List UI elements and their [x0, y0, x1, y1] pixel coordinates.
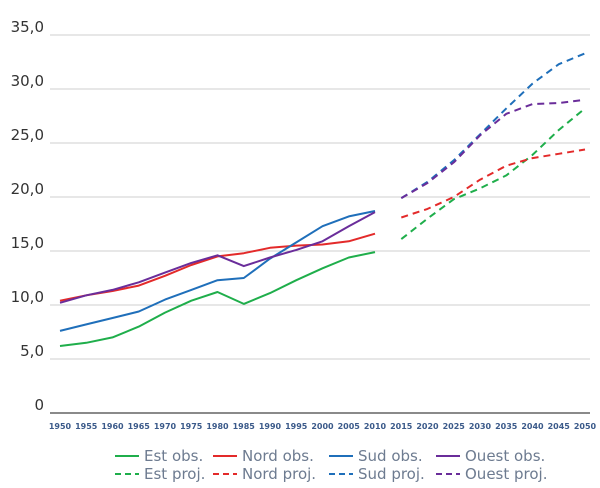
grid-lines	[50, 34, 590, 414]
legend-label: Ouest obs.	[465, 447, 545, 465]
legend-label: Sud proj.	[358, 465, 425, 483]
x-tick-label: 1975	[180, 422, 203, 431]
x-tick-label: 1960	[101, 422, 124, 431]
series-line	[59, 232, 376, 302]
legend-label: Nord obs.	[242, 447, 314, 465]
x-tick-label: 2030	[469, 422, 492, 431]
legend-label: Ouest proj.	[465, 465, 547, 483]
y-tick-label: 5,0	[20, 342, 44, 360]
x-tick-label: 2035	[495, 422, 518, 431]
x-tick-label: 1985	[233, 422, 256, 431]
y-tick-label: 10,0	[11, 288, 44, 306]
x-tick-label: 1965	[128, 422, 151, 431]
x-tick-label: 2000	[311, 422, 334, 431]
y-tick-label: 15,0	[11, 234, 44, 252]
series-line	[59, 211, 376, 304]
legend: Est obs. Nord obs. Sud obs. Ouest obs. Est p…	[115, 447, 547, 483]
x-tick-label: 2010	[364, 422, 387, 431]
legend-label: Nord proj.	[242, 465, 316, 483]
series-line	[400, 107, 586, 240]
x-tick-label: 2050	[574, 422, 597, 431]
legend-label: Est proj.	[144, 465, 205, 483]
x-tick-label: 1990	[259, 422, 282, 431]
series-line	[400, 52, 586, 199]
y-tick-label: 35,0	[11, 18, 44, 36]
x-tick-label: 2005	[338, 422, 361, 431]
x-tick-label: 2015	[390, 422, 413, 431]
series-line	[59, 251, 376, 347]
series-line	[400, 98, 586, 199]
x-tick-label: 1955	[75, 422, 98, 431]
legend-label: Est obs.	[144, 447, 203, 465]
x-tick-label: 2025	[443, 422, 466, 431]
y-axis-ticks: 0 5,0 10,0 15,0 20,0 25,0 30,0 35,0	[11, 18, 44, 414]
x-tick-label: 1980	[206, 422, 229, 431]
y-tick-label: 30,0	[11, 72, 44, 90]
y-tick-label: 25,0	[11, 126, 44, 144]
x-tick-label: 1995	[285, 422, 308, 431]
x-tick-label: 1970	[154, 422, 177, 431]
series-line	[400, 148, 586, 219]
x-tick-label: 2045	[548, 422, 571, 431]
legend-label: Sud obs.	[358, 447, 423, 465]
x-tick-label: 2020	[416, 422, 439, 431]
x-tick-label: 1950	[49, 422, 72, 431]
y-tick-label: 0	[34, 396, 44, 414]
y-tick-label: 20,0	[11, 180, 44, 198]
x-axis-ticks: 1950 1955 1960 1965 1970 1975 1980 1985 1990 1995…	[49, 422, 597, 431]
series-lines	[59, 52, 586, 347]
series-line	[59, 210, 376, 332]
x-tick-label: 2040	[521, 422, 544, 431]
